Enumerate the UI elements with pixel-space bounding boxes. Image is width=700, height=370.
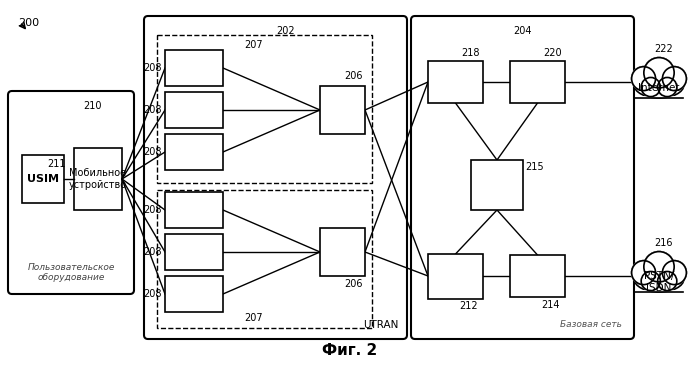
Text: 208: 208 (144, 205, 162, 215)
Text: 211: 211 (47, 159, 66, 169)
Circle shape (644, 252, 674, 282)
Text: Узел
B: Узел B (182, 57, 206, 79)
Circle shape (631, 67, 656, 91)
Bar (428, 254, 483, 299)
Text: 208: 208 (144, 63, 162, 73)
Text: MSC/
VLR: MSC/ VLR (440, 262, 470, 290)
Text: SGSN: SGSN (439, 75, 472, 88)
Text: 202: 202 (276, 26, 295, 36)
Text: Узел
B: Узел B (182, 241, 206, 263)
Text: 218: 218 (461, 48, 480, 58)
Bar (510, 255, 565, 297)
Circle shape (644, 252, 674, 282)
Text: Узел
B: Узел B (182, 141, 206, 163)
Text: RNC: RNC (330, 246, 355, 259)
Circle shape (641, 77, 660, 97)
Circle shape (641, 272, 660, 290)
Circle shape (631, 261, 656, 285)
Bar (320, 228, 365, 276)
Text: 220: 220 (543, 48, 561, 58)
Bar (165, 234, 223, 270)
Circle shape (631, 67, 656, 91)
Circle shape (662, 67, 687, 91)
Text: Базовая сеть: Базовая сеть (560, 320, 622, 329)
Text: 206: 206 (344, 279, 363, 289)
Bar (428, 61, 483, 103)
Bar (22, 155, 64, 203)
FancyBboxPatch shape (8, 91, 134, 294)
Text: Узел
B: Узел B (182, 99, 206, 121)
Text: GMSC: GMSC (520, 269, 555, 283)
Bar (165, 276, 223, 312)
Circle shape (631, 261, 656, 285)
Text: GGSN: GGSN (520, 75, 554, 88)
Text: 208: 208 (144, 289, 162, 299)
Circle shape (641, 77, 660, 97)
Text: 214: 214 (542, 300, 560, 310)
Circle shape (658, 77, 677, 97)
Circle shape (644, 58, 674, 88)
Bar (157, 35, 372, 183)
Text: USIM: USIM (27, 174, 59, 184)
Bar (471, 160, 523, 210)
Ellipse shape (634, 267, 684, 292)
Text: 200: 200 (18, 18, 39, 28)
Text: UTRAN: UTRAN (363, 320, 398, 330)
Text: 216: 216 (654, 238, 673, 248)
Text: Узел
B: Узел B (182, 283, 206, 305)
Text: 207: 207 (244, 313, 263, 323)
Ellipse shape (634, 73, 684, 98)
Text: Узел
B: Узел B (182, 199, 206, 221)
Circle shape (658, 272, 677, 290)
Bar (510, 61, 565, 103)
Text: Internet: Internet (638, 83, 680, 93)
Bar (74, 148, 122, 210)
FancyBboxPatch shape (144, 16, 407, 339)
Text: Пользовательское
оборудование: Пользовательское оборудование (27, 263, 115, 282)
Text: 210: 210 (83, 101, 102, 111)
Text: 208: 208 (144, 247, 162, 257)
Text: RNC: RNC (330, 104, 355, 117)
Text: 215: 215 (525, 162, 544, 172)
Bar (165, 192, 223, 228)
Text: Мобильное
устройство: Мобильное устройство (69, 168, 127, 190)
Text: Фиг. 2: Фиг. 2 (323, 343, 377, 358)
Circle shape (658, 272, 677, 290)
FancyBboxPatch shape (411, 16, 634, 339)
Bar (165, 134, 223, 170)
Text: 204: 204 (513, 26, 532, 36)
Text: HLR/
AuC: HLR/ AuC (484, 174, 510, 196)
Circle shape (662, 261, 687, 285)
Text: PSTN/
ISDN: PSTN/ ISDN (644, 271, 674, 293)
Bar (320, 86, 365, 134)
Bar (165, 92, 223, 128)
Circle shape (662, 67, 687, 91)
Circle shape (662, 261, 687, 285)
Circle shape (641, 272, 660, 290)
Circle shape (658, 77, 677, 97)
Text: 222: 222 (654, 44, 673, 54)
Text: 212: 212 (459, 301, 478, 311)
Text: 208: 208 (144, 147, 162, 157)
Bar (157, 190, 372, 328)
Text: 208: 208 (144, 105, 162, 115)
Text: 206: 206 (344, 71, 363, 81)
Bar (165, 50, 223, 86)
Circle shape (644, 58, 674, 88)
Text: 207: 207 (244, 40, 263, 50)
